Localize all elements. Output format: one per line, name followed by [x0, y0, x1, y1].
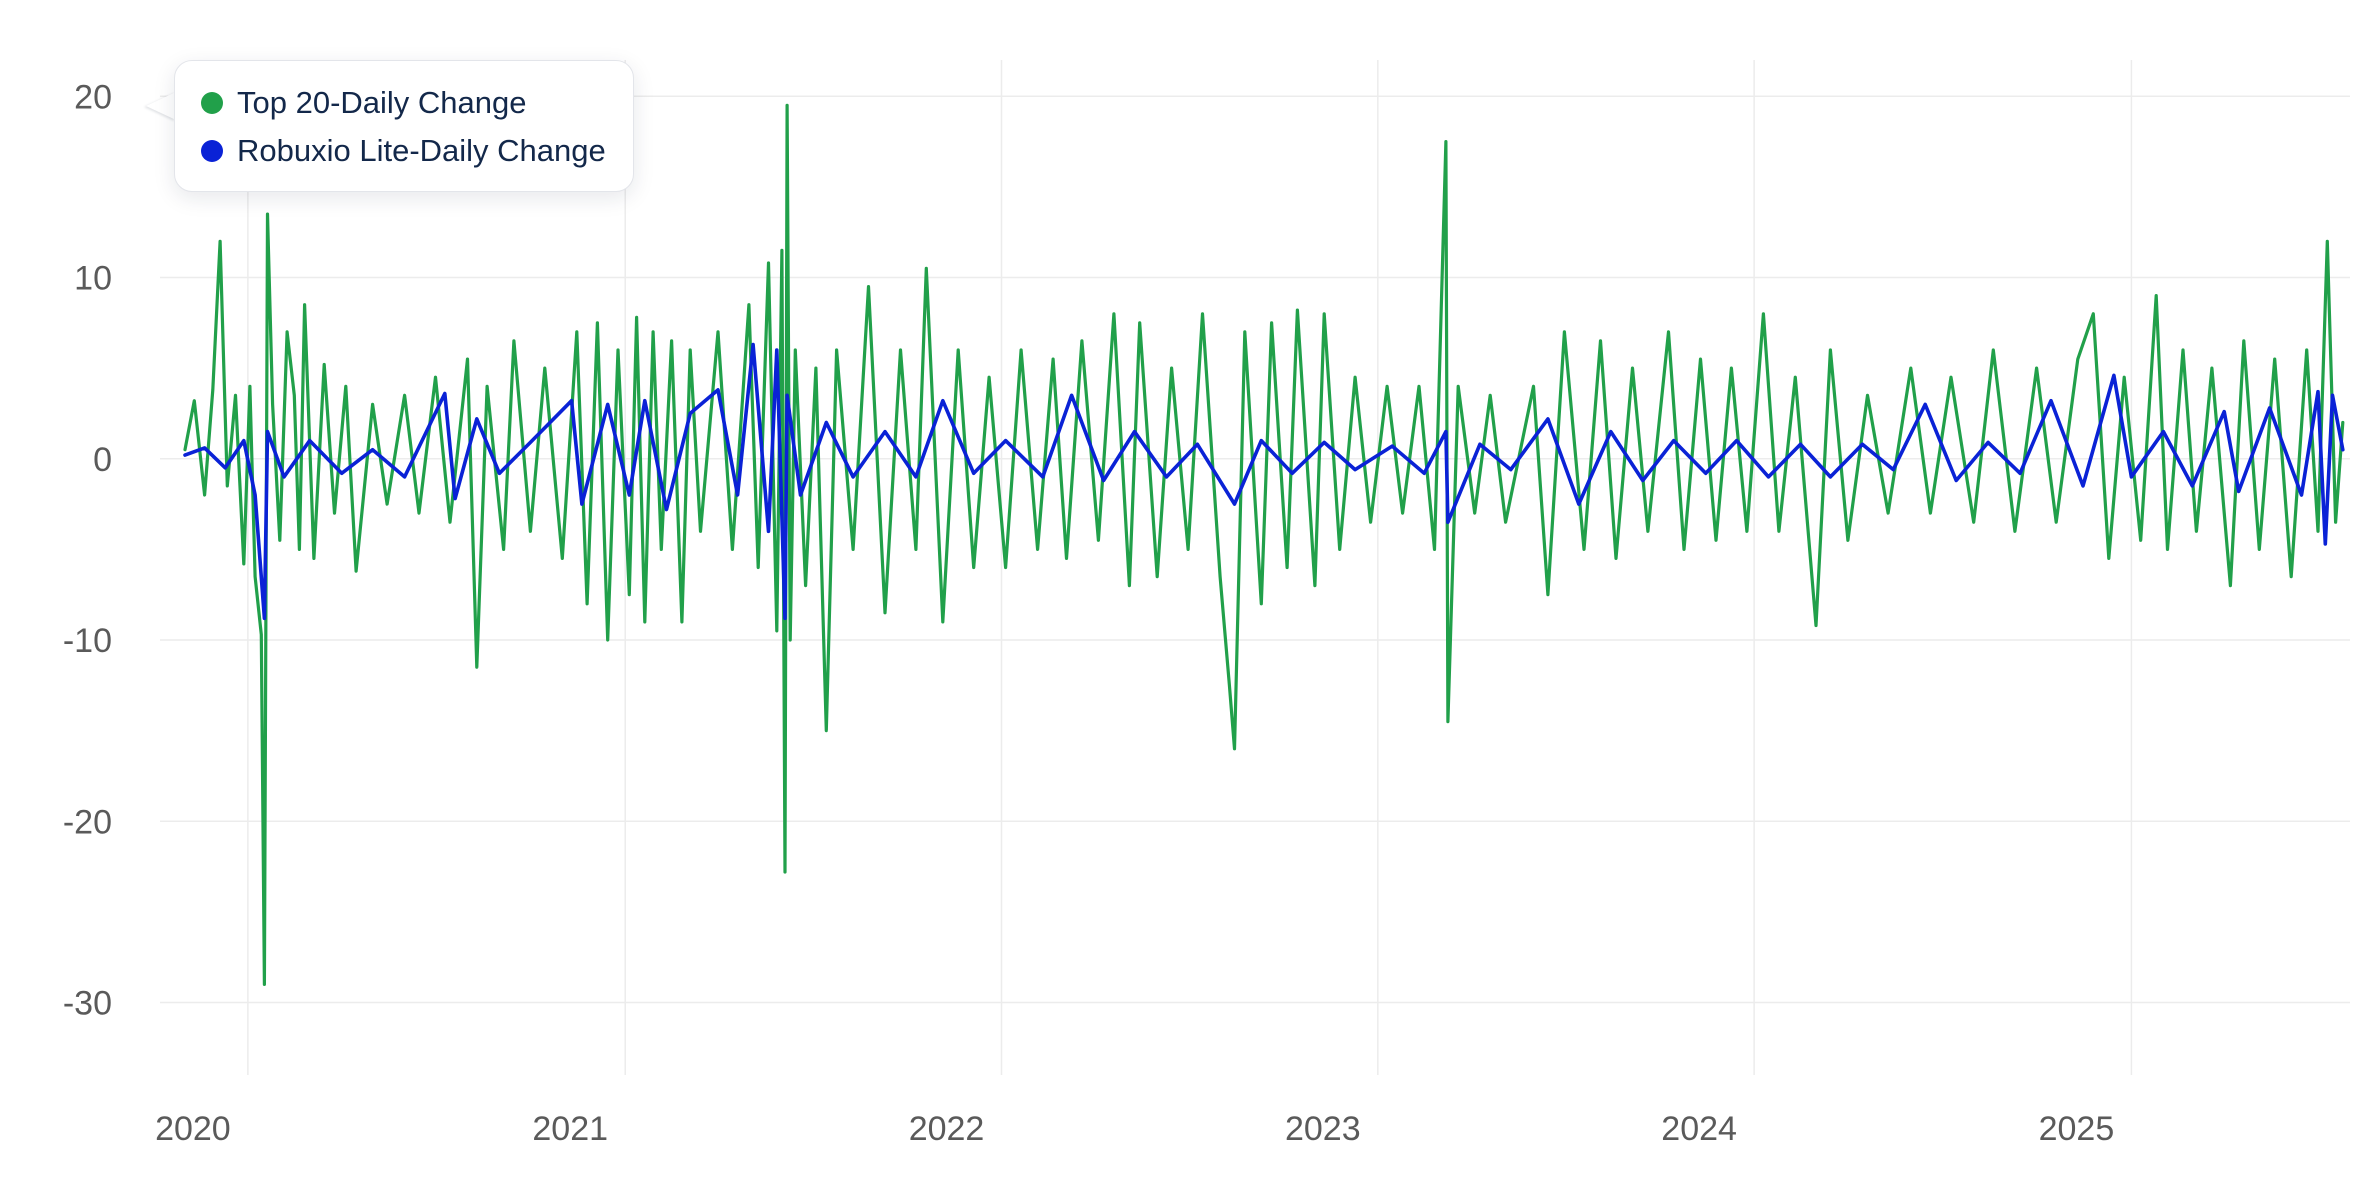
x-tick-label: 2023	[1285, 1110, 1361, 1148]
x-gridlines	[247, 60, 2133, 1075]
y-tick-label: -10	[63, 622, 112, 660]
legend-label-robuxio-lite: Robuxio Lite-Daily Change	[237, 133, 606, 168]
series-line-top20	[183, 103, 2345, 987]
legend-item-top20[interactable]: Top 20-Daily Change	[201, 79, 607, 127]
y-tick-label: -20	[63, 803, 112, 841]
legend-item-robuxio-lite[interactable]: Robuxio Lite-Daily Change	[201, 127, 607, 175]
y-tick-label: 20	[74, 78, 112, 116]
y-axis-tick-labels: 20 10 0 -10 -20 -30	[63, 78, 112, 1022]
y-tick-label: -30	[63, 985, 112, 1023]
x-tick-label: 2020	[155, 1110, 231, 1148]
x-axis-tick-labels: 2020 2021 2022 2023 2024 2025	[155, 1110, 2114, 1148]
y-tick-label: 10	[74, 260, 112, 298]
legend-dot-robuxio-lite-icon	[201, 140, 223, 162]
series-line-robuxio-lite	[183, 342, 2345, 621]
x-tick-label: 2024	[1661, 1110, 1737, 1148]
x-tick-label: 2022	[909, 1110, 985, 1148]
legend-pointer	[146, 92, 176, 120]
legend-label-top20: Top 20-Daily Change	[237, 85, 527, 120]
chart-legend: Top 20-Daily Change Robuxio Lite-Daily C…	[174, 60, 634, 192]
legend-dot-top20-icon	[201, 92, 223, 114]
y-tick-label: 0	[93, 441, 112, 479]
y-gridlines	[160, 95, 2350, 1004]
series-lines	[183, 103, 2345, 987]
x-tick-label: 2021	[532, 1110, 608, 1148]
x-tick-label: 2025	[2039, 1110, 2115, 1148]
